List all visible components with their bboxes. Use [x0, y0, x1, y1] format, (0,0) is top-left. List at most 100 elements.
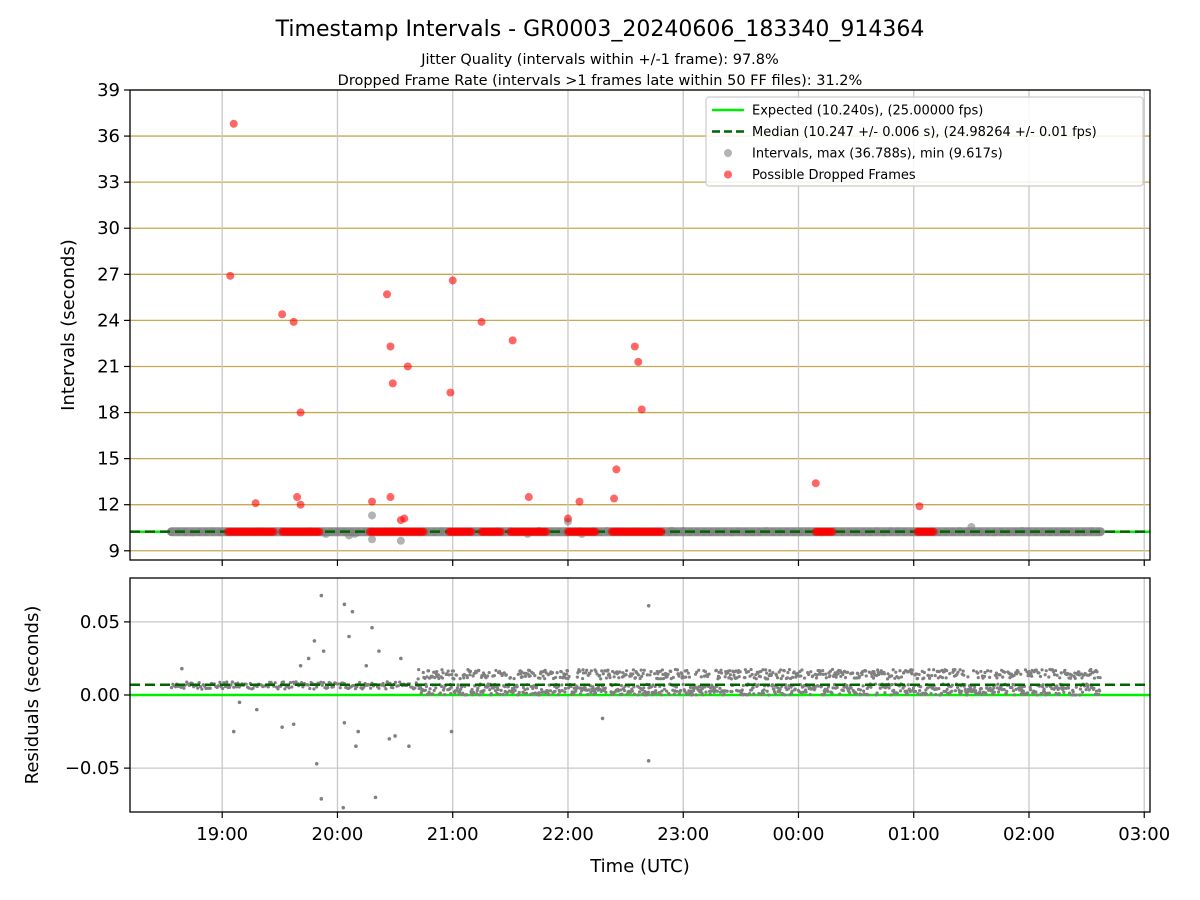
residual-point	[771, 671, 775, 675]
residual-point	[730, 690, 734, 694]
residual-point	[841, 672, 845, 676]
residual-point	[601, 672, 605, 676]
residual-point	[251, 686, 255, 690]
residual-point	[890, 674, 894, 678]
residual-point	[587, 688, 591, 692]
residual-point	[758, 675, 763, 679]
residual-point	[633, 676, 638, 680]
residual-outlier-point	[280, 725, 284, 729]
residual-point	[1014, 687, 1018, 691]
residual-point	[911, 686, 916, 690]
residual-point	[905, 691, 909, 695]
dropped-frame-point	[448, 276, 457, 285]
residual-point	[563, 686, 568, 691]
residual-point	[440, 668, 444, 672]
dropped-frame-point	[368, 497, 377, 506]
residual-outlier-point	[306, 656, 311, 661]
residual-point	[950, 683, 954, 687]
residual-point	[895, 691, 899, 695]
residual-point	[814, 676, 819, 680]
residual-point	[1019, 672, 1023, 676]
interval-point	[976, 528, 985, 537]
residual-point	[790, 689, 794, 693]
residual-point	[719, 671, 724, 675]
residual-point	[618, 670, 622, 674]
residual-point	[859, 693, 863, 697]
residual-point	[703, 670, 708, 674]
residual-point	[1035, 693, 1039, 697]
interval-point	[1038, 527, 1047, 536]
residual-point	[632, 692, 637, 696]
residual-point	[208, 686, 212, 690]
residual-point	[619, 683, 624, 688]
residual-point	[533, 674, 537, 678]
dropped-frame-point	[657, 527, 666, 536]
residual-point	[908, 689, 912, 694]
residual-point	[396, 684, 400, 688]
residual-point	[714, 668, 718, 672]
residual-point	[492, 674, 496, 678]
bottom-xtick-label: 02:00	[1003, 824, 1055, 845]
residual-outlier-point	[377, 649, 381, 653]
residual-point	[906, 683, 910, 687]
residual-point	[856, 672, 860, 676]
residual-point	[700, 687, 704, 691]
residual-point	[1071, 690, 1075, 694]
residual-point	[917, 672, 921, 677]
residual-point	[1025, 691, 1030, 695]
residual-point	[1040, 668, 1044, 672]
residual-outlier-point	[393, 734, 397, 738]
residual-outlier-point	[342, 602, 347, 607]
residual-point	[932, 668, 936, 672]
residual-point	[665, 675, 669, 679]
residual-point	[933, 673, 937, 678]
bottom-xtick-label: 19:00	[196, 824, 248, 845]
residual-point	[723, 675, 727, 679]
top-ylabel: Intervals (seconds)	[58, 239, 79, 411]
top-axes-frame	[129, 89, 1151, 561]
dropped-frame-point	[610, 494, 619, 503]
residual-point	[1034, 690, 1038, 694]
residual-point	[830, 691, 834, 695]
residual-point	[677, 674, 681, 678]
residual-point	[849, 686, 853, 690]
residual-point	[835, 685, 839, 690]
residual-point	[244, 682, 248, 686]
bottom-ytick-label: 0.00	[80, 685, 120, 706]
residual-outlier-point	[364, 663, 369, 668]
residual-point	[1030, 674, 1034, 678]
residual-point	[496, 687, 500, 692]
residual-point	[717, 670, 721, 674]
residual-point	[1070, 673, 1074, 677]
bottom-ytick-label: 0.05	[80, 612, 120, 633]
residual-point	[707, 672, 711, 676]
residual-point	[937, 686, 941, 691]
residual-point	[1011, 689, 1016, 693]
residual-point	[662, 687, 667, 691]
bottom-xtick-label: 03:00	[1118, 824, 1170, 845]
bottom-xtick-label: 01:00	[888, 824, 940, 845]
residual-point	[216, 684, 221, 688]
residual-point	[1005, 689, 1009, 693]
residual-point	[988, 686, 992, 690]
residual-point	[169, 685, 174, 690]
residual-point	[749, 667, 753, 672]
residual-point	[276, 687, 280, 691]
dropped-frame-point	[383, 290, 392, 299]
residual-point	[462, 676, 466, 680]
residual-point	[826, 689, 830, 693]
residual-outlier-point	[350, 609, 355, 614]
residual-point	[424, 684, 429, 689]
interval-point	[948, 527, 957, 536]
residual-point	[926, 673, 931, 678]
residual-point	[918, 689, 922, 693]
residual-point	[1061, 685, 1065, 690]
residual-point	[944, 676, 948, 680]
dropped-frame-point	[269, 527, 278, 536]
residual-point	[746, 670, 751, 674]
residual-point	[862, 692, 866, 696]
residual-point	[937, 669, 941, 674]
residual-point	[369, 686, 373, 690]
residuals-panel: −0.05 0.00 0.05 19:00 20:00 21:00 22:00 23:00 00…	[65, 577, 1170, 845]
top-ytick-label: 36	[97, 126, 120, 147]
